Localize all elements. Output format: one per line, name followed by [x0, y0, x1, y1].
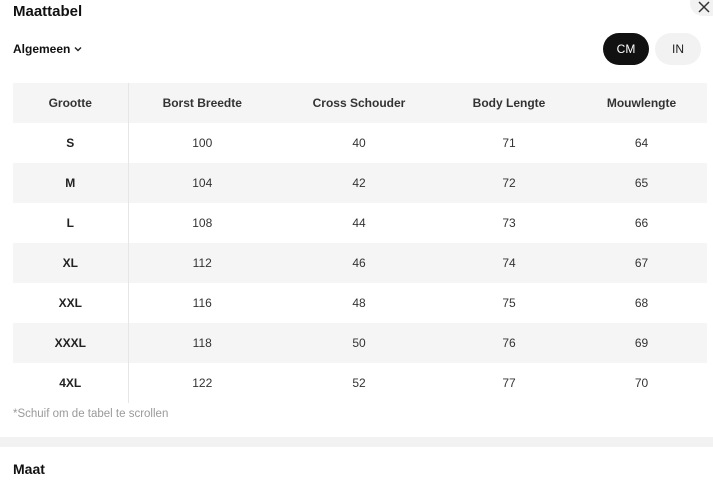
table-cell: 69 [576, 323, 707, 363]
column-header-chest-width: Borst Breedte [128, 83, 276, 123]
table-cell: S [13, 123, 129, 163]
column-header-body-length: Body Lengte [442, 83, 576, 123]
page-title: Maattabel [13, 3, 83, 20]
unit-toggle: CM IN [603, 33, 701, 65]
table-row: XXXL 118 50 76 69 [13, 323, 707, 363]
table-cell: 52 [276, 363, 442, 403]
table-cell: M [13, 163, 129, 203]
column-header-size: Grootte [13, 83, 129, 123]
table-cell: 74 [442, 243, 576, 283]
column-header-sleeve-length: Mouwlengte [576, 83, 707, 123]
table-cell: 73 [442, 203, 576, 243]
table-cell: 72 [442, 163, 576, 203]
table-cell: 4XL [13, 363, 129, 403]
close-icon [698, 1, 710, 13]
section-divider [0, 437, 713, 447]
table-cell: 65 [576, 163, 707, 203]
scroll-hint: *Schuif om de tabel te scrollen [13, 408, 169, 420]
table-cell: 71 [442, 123, 576, 163]
section-title-size: Maat [13, 461, 45, 477]
table-row: XXL 116 48 75 68 [13, 283, 707, 323]
table-cell: 108 [128, 203, 276, 243]
table-cell: 122 [128, 363, 276, 403]
table-cell: 64 [576, 123, 707, 163]
table-cell: XXL [13, 283, 129, 323]
chevron-down-icon [74, 47, 82, 52]
table-cell: 66 [576, 203, 707, 243]
size-table: Grootte Borst Breedte Cross Schouder Bod… [13, 83, 708, 403]
table-header-row: Grootte Borst Breedte Cross Schouder Bod… [13, 83, 707, 123]
table-row: S 100 40 71 64 [13, 123, 707, 163]
table-row: L 108 44 73 66 [13, 203, 707, 243]
table-cell: 76 [442, 323, 576, 363]
table-cell: XL [13, 243, 129, 283]
table-cell: 48 [276, 283, 442, 323]
table-cell: 67 [576, 243, 707, 283]
table-cell: 75 [442, 283, 576, 323]
category-label: Algemeen [13, 42, 71, 56]
table-cell: 118 [128, 323, 276, 363]
table-row: M 104 42 72 65 [13, 163, 707, 203]
unit-cm-button[interactable]: CM [603, 33, 649, 65]
column-header-cross-shoulder: Cross Schouder [276, 83, 442, 123]
table-cell: 112 [128, 243, 276, 283]
table-cell: L [13, 203, 129, 243]
category-dropdown[interactable]: Algemeen [13, 42, 83, 56]
table-cell: XXXL [13, 323, 129, 363]
table-cell: 46 [276, 243, 442, 283]
table-cell: 77 [442, 363, 576, 403]
table-cell: 100 [128, 123, 276, 163]
table-row: 4XL 122 52 77 70 [13, 363, 707, 403]
table-cell: 116 [128, 283, 276, 323]
close-button[interactable] [690, 0, 713, 16]
table-cell: 68 [576, 283, 707, 323]
table-cell: 44 [276, 203, 442, 243]
unit-in-button[interactable]: IN [655, 33, 701, 65]
table-cell: 104 [128, 163, 276, 203]
table-cell: 50 [276, 323, 442, 363]
table-cell: 42 [276, 163, 442, 203]
table-cell: 70 [576, 363, 707, 403]
table-row: XL 112 46 74 67 [13, 243, 707, 283]
table-cell: 40 [276, 123, 442, 163]
